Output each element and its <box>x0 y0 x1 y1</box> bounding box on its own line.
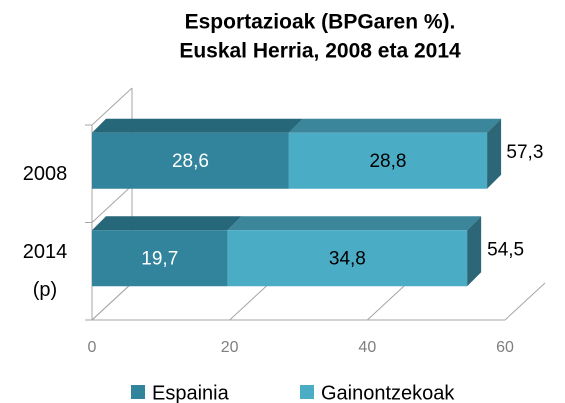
bar-top <box>227 216 482 231</box>
bar-top <box>92 118 303 133</box>
x-tick-label: 20 <box>221 339 239 356</box>
total-label: 57,3 <box>506 142 543 163</box>
total-label: 54,5 <box>487 239 524 260</box>
value-label: 19,7 <box>141 248 178 269</box>
bar-top <box>92 216 242 231</box>
legend-label: Espainia <box>152 382 230 403</box>
bar-front <box>227 230 468 287</box>
bar-side <box>467 216 482 287</box>
legend-label: Gainontzekoak <box>321 382 455 403</box>
bar-front <box>92 132 289 189</box>
wall-line <box>91 185 133 223</box>
x-tick-label: 0 <box>88 339 97 356</box>
floor-line <box>504 282 546 321</box>
value-label: 28,6 <box>172 151 209 172</box>
legend-swatch <box>300 385 314 399</box>
bar-segment <box>92 216 242 287</box>
chart-title: Esportazioak (BPGaren %). <box>185 11 456 34</box>
bar-front <box>288 132 488 189</box>
y-tick-label: 2008 <box>22 162 68 185</box>
bar-segment <box>92 118 303 189</box>
bar-front <box>92 230 228 287</box>
bar-segment <box>288 118 502 189</box>
x-tick-label: 40 <box>358 339 376 356</box>
x-tick-label: 60 <box>496 339 514 356</box>
bar-top <box>288 118 502 133</box>
floor-line <box>366 282 408 321</box>
wall-line <box>91 87 133 126</box>
bar-segment <box>227 216 482 287</box>
floor-line <box>91 282 133 321</box>
value-label: 28,8 <box>369 151 406 172</box>
bar-side <box>487 118 502 189</box>
value-label: 34,8 <box>329 248 366 269</box>
legend-swatch <box>131 385 145 399</box>
floor-line <box>229 282 271 321</box>
y-tick-label: 2014 (p) <box>22 241 68 302</box>
chart-subtitle: Euskal Herria, 2008 eta 2014 <box>179 40 461 63</box>
